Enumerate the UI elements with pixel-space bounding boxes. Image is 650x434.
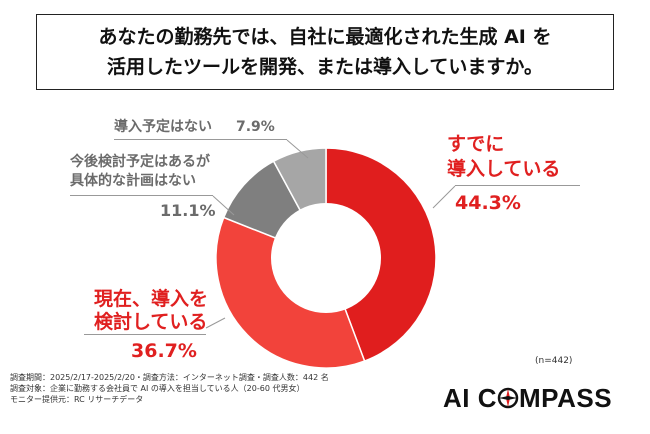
pct-already: 44.3%	[455, 192, 521, 214]
label-already-line2: 導入している	[447, 158, 561, 180]
leader-line-considering	[205, 317, 226, 329]
label-future-line1: 今後検討予定はあるが	[70, 154, 210, 170]
leader-line-already	[432, 185, 456, 209]
label-considering-line2: 検討している	[94, 311, 208, 333]
ai-compass-logo: AI C MPASS	[443, 383, 612, 414]
title-line-1: あなたの勤務先では、自社に最適化された生成 AI を	[98, 26, 552, 48]
footer-line-2: 調査対象：企業に勤務する会社員で AI の導入を担当している人（20-60 代男…	[10, 384, 305, 393]
label-future-line2: 具体的な計画はない	[70, 173, 196, 189]
underline-none	[114, 139, 287, 140]
leader-line-future	[212, 195, 235, 216]
title-box: あなたの勤務先では、自社に最適化された生成 AI を 活用したツールを開発、また…	[36, 14, 614, 90]
sample-size: (n=442)	[535, 356, 573, 366]
underline-already	[455, 185, 580, 186]
underline-future	[70, 195, 213, 196]
label-considering-line1: 現在、導入を	[94, 288, 209, 310]
label-none: 導入予定はない	[114, 119, 212, 135]
footer-notes: 調査期間：2025/2/17-2025/2/20・調査方法：インターネット調査・…	[10, 372, 329, 405]
leader-line-none	[286, 139, 309, 159]
slice-already	[325, 147, 437, 362]
footer-line-1: 調査期間：2025/2/17-2025/2/20・調査方法：インターネット調査・…	[10, 373, 329, 382]
donut-hole	[271, 203, 381, 313]
label-already-line1: すでに	[447, 133, 505, 155]
pct-future: 11.1%	[160, 201, 216, 220]
underline-considering	[84, 334, 206, 335]
compass-icon	[497, 385, 519, 409]
pct-considering: 36.7%	[131, 340, 197, 362]
footer-line-3: モニター提供元：RC リサーチデータ	[10, 395, 144, 404]
logo-text-right: MPASS	[519, 383, 613, 413]
logo-text-left: AI C	[443, 383, 497, 413]
title-line-2: 活用したツールを開発、または導入していますか。	[106, 56, 544, 78]
pct-none: 7.9%	[236, 119, 275, 135]
